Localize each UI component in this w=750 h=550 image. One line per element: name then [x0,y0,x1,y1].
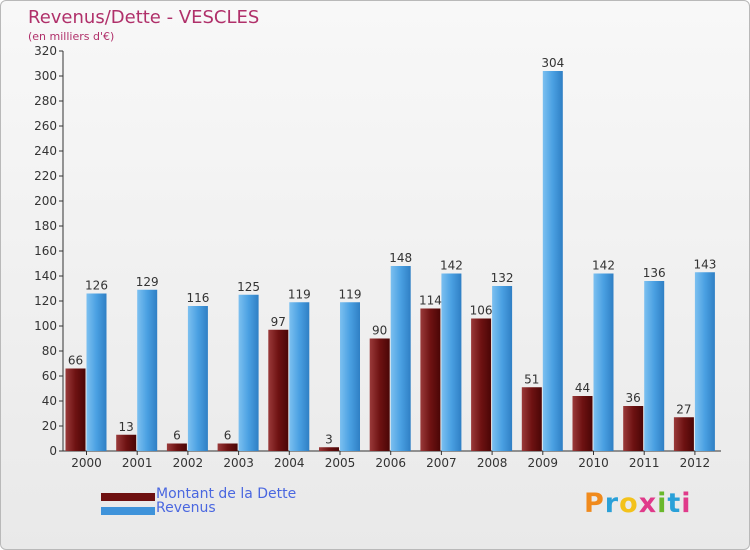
data-label-dette: 90 [372,324,387,338]
y-tick-label: 300 [34,69,57,83]
data-label-revenus: 304 [541,56,564,70]
data-label-revenus: 116 [186,291,209,305]
y-tick-label: 180 [34,219,57,233]
logo-letter: x [638,488,658,519]
bar-revenus [542,71,563,451]
x-tick-label: 2006 [375,456,406,470]
y-tick-label: 120 [34,294,57,308]
bar-revenus [441,273,462,451]
bar-dette [471,318,492,451]
bar-dette [673,417,694,451]
data-label-revenus: 142 [440,259,463,273]
bar-revenus [390,266,411,451]
bar-dette [420,308,441,451]
bar-revenus [187,306,208,451]
y-tick-label: 60 [42,369,57,383]
x-tick-label: 2004 [274,456,305,470]
data-label-dette: 13 [119,420,134,434]
data-label-revenus: 136 [643,266,666,280]
data-label-revenus: 119 [339,287,362,301]
bar-dette [65,368,86,451]
logo-letter: o [619,488,639,519]
x-tick-label: 2011 [629,456,660,470]
bar-dette [217,443,238,451]
data-label-revenus: 143 [693,257,716,271]
data-label-dette: 6 [224,429,232,443]
logo-letter: i [681,488,692,519]
y-tick-label: 0 [49,444,57,458]
legend-label-dette: Montant de la Dette [156,486,297,502]
bar-revenus [137,289,158,451]
bar-dette [369,338,390,451]
bar-dette [623,406,644,451]
bar-revenus [238,294,259,451]
bar-revenus [340,302,360,451]
y-tick-label: 140 [34,269,57,283]
y-tick-label: 20 [42,419,57,433]
logo-letter: P [584,488,605,519]
data-label-revenus: 119 [288,287,311,301]
y-tick-label: 40 [42,394,57,408]
bar-dette [521,387,542,451]
chart-subtitle: (en milliers d'€) [28,30,115,43]
data-label-dette: 6 [173,429,181,443]
legend-swatch-dette [101,493,155,501]
data-label-dette: 106 [470,304,493,318]
y-tick-label: 240 [34,144,57,158]
x-tick-label: 2009 [528,456,559,470]
data-label-revenus: 148 [389,251,412,265]
data-label-revenus: 125 [237,280,260,294]
bar-revenus [86,293,107,451]
x-tick-label: 2003 [223,456,254,470]
x-tick-label: 2000 [71,456,102,470]
x-tick-label: 2010 [578,456,609,470]
x-tick-label: 2002 [173,456,204,470]
y-tick-label: 200 [34,194,57,208]
y-tick-label: 160 [34,244,57,258]
data-label-dette: 44 [575,381,590,395]
bar-dette [166,443,187,451]
bar-revenus [289,302,310,451]
y-tick-label: 260 [34,119,57,133]
data-label-revenus: 132 [491,271,514,285]
bar-dette [319,447,339,451]
logo-letter: i [657,488,668,519]
data-label-dette: 66 [68,354,83,368]
data-label-dette: 114 [419,294,442,308]
bar-revenus [644,281,665,451]
logo-letter: t [667,488,682,519]
data-label-revenus: 126 [85,279,108,293]
x-tick-label: 2001 [122,456,153,470]
data-label-dette: 97 [271,315,286,329]
chart-title: Revenus/Dette - VESCLES [28,7,260,28]
data-label-dette: 27 [676,402,691,416]
legend-swatch-revenus [101,507,155,515]
y-tick-label: 220 [34,169,57,183]
x-tick-label: 2007 [426,456,457,470]
bar-revenus [593,273,614,451]
x-tick-label: 2012 [680,456,711,470]
y-tick-label: 320 [34,44,57,58]
bar-revenus [492,286,513,451]
data-label-revenus: 129 [136,275,159,289]
bar-revenus [694,272,715,451]
bar-dette [572,396,593,451]
data-label-dette: 3 [325,432,333,446]
logo-letter: r [604,488,620,519]
data-label-revenus: 142 [592,259,615,273]
bar-dette [116,434,137,451]
data-label-dette: 36 [626,391,641,405]
bar-dette [268,329,289,451]
x-tick-label: 2008 [477,456,508,470]
legend-label-revenus: Revenus [156,500,216,516]
x-tick-label: 2005 [325,456,356,470]
y-tick-label: 100 [34,319,57,333]
data-label-dette: 51 [524,372,539,386]
y-tick-label: 280 [34,94,57,108]
proxiti-logo: Proxiti [584,488,692,519]
y-tick-label: 80 [42,344,57,358]
